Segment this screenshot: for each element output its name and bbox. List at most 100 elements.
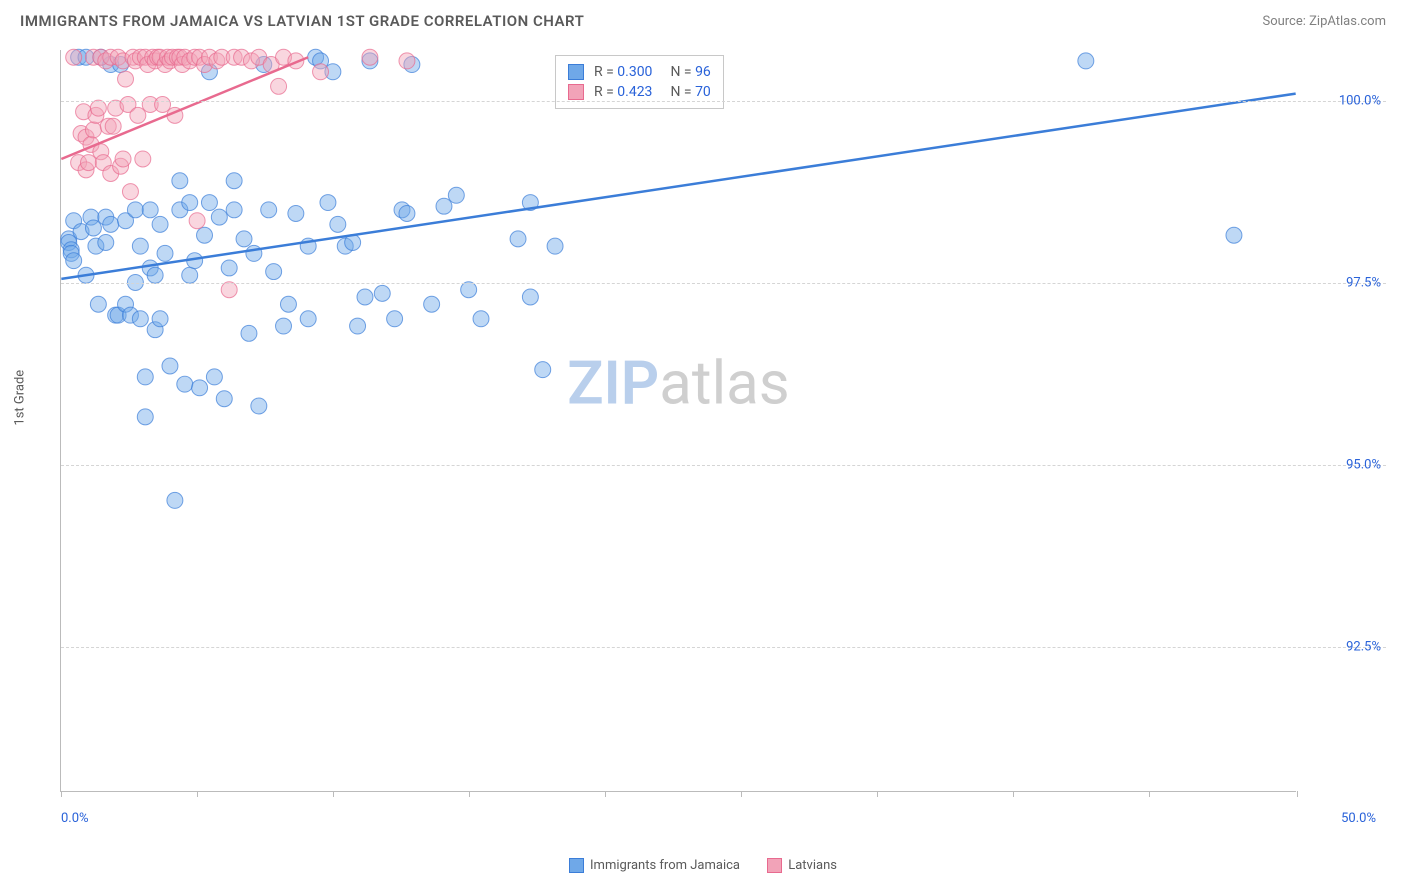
- stats-row: R = 0.423 N = 70: [568, 82, 711, 102]
- gridline: [61, 647, 1386, 648]
- legend-item-jamaica: Immigrants from Jamaica: [569, 858, 740, 873]
- data-point: [189, 213, 205, 229]
- scatter-plot-svg: [61, 50, 1296, 791]
- data-point: [182, 195, 198, 211]
- data-point: [155, 96, 171, 112]
- data-point: [177, 376, 193, 392]
- data-point: [137, 409, 153, 425]
- data-point: [127, 202, 143, 218]
- data-point: [201, 195, 217, 211]
- data-point: [90, 296, 106, 312]
- data-point: [103, 216, 119, 232]
- data-point: [399, 53, 415, 69]
- data-point: [152, 216, 168, 232]
- data-point: [261, 202, 277, 218]
- n-value: N = 96: [670, 64, 710, 80]
- data-point: [167, 492, 183, 508]
- n-value: N = 70: [670, 84, 710, 100]
- data-point: [350, 318, 366, 334]
- data-point: [1078, 53, 1094, 69]
- data-point: [522, 289, 538, 305]
- chart-container: ZIPatlas R = 0.300N = 96R = 0.423N = 70 …: [50, 50, 1386, 832]
- data-point: [374, 285, 390, 301]
- chart-title: IMMIGRANTS FROM JAMAICA VS LATVIAN 1ST G…: [20, 12, 584, 30]
- data-point: [135, 151, 151, 167]
- data-point: [197, 227, 213, 243]
- data-point: [313, 64, 329, 80]
- stats-swatch: [568, 64, 584, 80]
- data-point: [362, 49, 378, 65]
- data-point: [357, 289, 373, 305]
- legend-swatch-jamaica: [569, 858, 584, 873]
- x-axis-min-label: 0.0%: [61, 811, 89, 826]
- x-tick: [61, 791, 62, 797]
- data-point: [387, 311, 403, 327]
- data-point: [221, 282, 237, 298]
- x-tick: [877, 791, 878, 797]
- data-point: [241, 325, 257, 341]
- x-tick: [469, 791, 470, 797]
- data-point: [80, 155, 96, 171]
- data-point: [226, 173, 242, 189]
- data-point: [132, 238, 148, 254]
- data-point: [216, 391, 232, 407]
- data-point: [115, 151, 131, 167]
- x-tick: [1297, 791, 1298, 797]
- y-tick-label: 97.5%: [1346, 275, 1381, 290]
- y-tick-label: 92.5%: [1346, 639, 1381, 654]
- data-point: [448, 187, 464, 203]
- gridline: [61, 101, 1386, 102]
- data-point: [436, 198, 452, 214]
- data-point: [85, 220, 101, 236]
- data-point: [320, 195, 336, 211]
- data-point: [535, 362, 551, 378]
- data-point: [66, 49, 82, 65]
- data-point: [288, 205, 304, 221]
- data-point: [206, 369, 222, 385]
- x-tick: [605, 791, 606, 797]
- data-point: [118, 71, 134, 87]
- r-value: R = 0.423: [594, 84, 652, 100]
- data-point: [276, 318, 292, 334]
- x-tick: [741, 791, 742, 797]
- x-tick: [197, 791, 198, 797]
- data-point: [461, 282, 477, 298]
- data-point: [157, 245, 173, 261]
- bottom-legend: Immigrants from Jamaica Latvians: [0, 858, 1406, 877]
- gridline: [61, 465, 1386, 466]
- stats-swatch: [568, 84, 584, 100]
- trend-line: [61, 94, 1295, 279]
- data-point: [399, 205, 415, 221]
- data-point: [226, 202, 242, 218]
- data-point: [280, 296, 296, 312]
- data-point: [300, 311, 316, 327]
- data-point: [147, 267, 163, 283]
- data-point: [330, 216, 346, 232]
- data-point: [98, 235, 114, 251]
- data-point: [152, 311, 168, 327]
- data-point: [424, 296, 440, 312]
- gridline: [61, 283, 1386, 284]
- y-axis-label: 1st Grade: [13, 370, 28, 426]
- data-point: [132, 311, 148, 327]
- data-point: [251, 398, 267, 414]
- data-point: [246, 245, 262, 261]
- source-label: Source: ZipAtlas.com: [1262, 14, 1386, 29]
- data-point: [90, 100, 106, 116]
- plot-area: ZIPatlas R = 0.300N = 96R = 0.423N = 70 …: [60, 50, 1296, 792]
- data-point: [266, 264, 282, 280]
- data-point: [1226, 227, 1242, 243]
- y-tick-label: 100.0%: [1339, 93, 1381, 108]
- data-point: [172, 173, 188, 189]
- data-point: [547, 238, 563, 254]
- data-point: [271, 78, 287, 94]
- x-tick: [333, 791, 334, 797]
- data-point: [473, 311, 489, 327]
- data-point: [236, 231, 252, 247]
- data-point: [142, 202, 158, 218]
- legend-swatch-latvians: [767, 858, 782, 873]
- stats-row: R = 0.300 N = 96: [568, 62, 711, 82]
- y-tick-label: 95.0%: [1346, 457, 1381, 472]
- r-value: R = 0.300: [594, 64, 652, 80]
- data-point: [130, 107, 146, 123]
